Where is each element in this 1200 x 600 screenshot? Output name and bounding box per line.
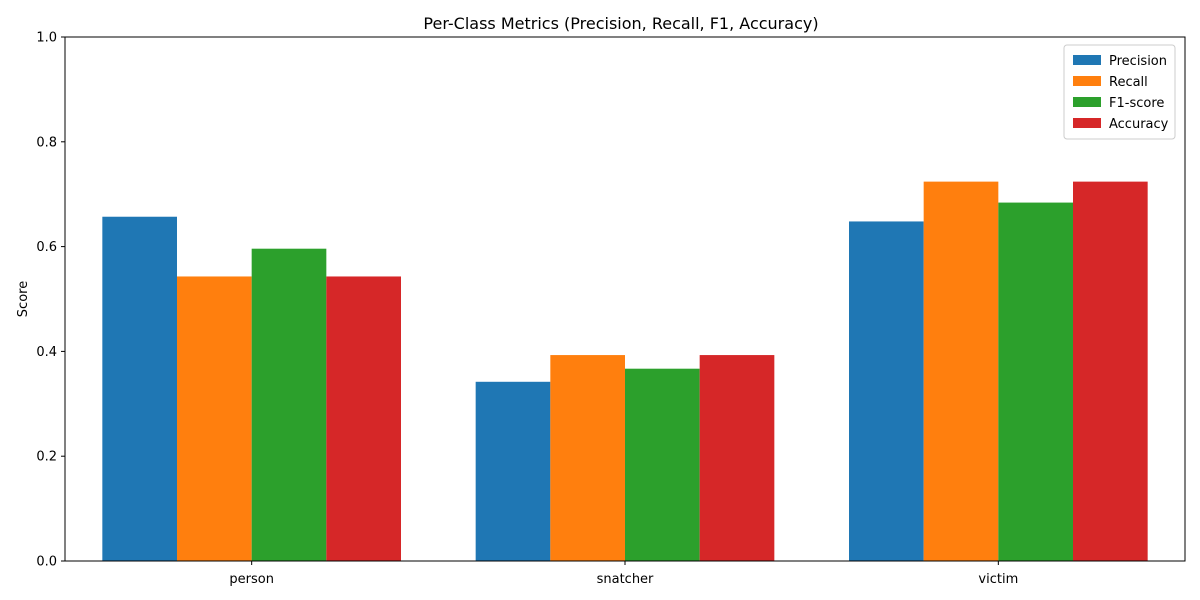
legend-swatch-recall (1073, 76, 1101, 86)
y-tick-label: 0.8 (36, 135, 57, 150)
y-tick-label: 1.0 (36, 31, 57, 46)
y-tick-label: 0.0 (36, 555, 57, 570)
plot-frame (64, 36, 1186, 562)
y-tick-label: 0.2 (36, 450, 57, 465)
bar-recall-person (177, 276, 252, 561)
y-axis-label: Score (16, 281, 31, 317)
bar-accuracy-snatcher (699, 355, 775, 561)
x-tick-label-snatcher: snatcher (597, 572, 654, 587)
legend-label-recall: Recall (1109, 75, 1148, 90)
bar-accuracy-victim (1073, 181, 1148, 561)
legend-swatch-f1-score (1073, 97, 1101, 107)
y-tick-label: 0.4 (36, 345, 57, 360)
bar-precision-snatcher (475, 381, 551, 561)
legend-swatch-precision (1073, 55, 1101, 65)
bar-f1-score-snatcher (625, 368, 700, 561)
y-tick-label: 0.6 (36, 240, 57, 255)
bar-recall-victim (923, 181, 999, 561)
bar-accuracy-person (326, 276, 401, 561)
y-axis: 0.0 0.2 0.4 0.6 0.8 1.0 (36, 31, 65, 570)
legend-swatch-accuracy (1073, 118, 1101, 128)
x-tick-label-person: person (229, 572, 274, 587)
legend: Precision Recall F1-score Accuracy (1063, 44, 1176, 140)
legend-label-accuracy: Accuracy (1109, 117, 1169, 132)
x-tick-label-victim: victim (978, 572, 1018, 587)
bar-precision-victim (849, 221, 924, 561)
bar-f1-score-person (251, 248, 327, 562)
legend-box (1063, 44, 1176, 140)
legend-label-precision: Precision (1109, 54, 1167, 69)
x-axis: person snatcher victim (229, 561, 1018, 587)
chart-title: Per-Class Metrics (Precision, Recall, F1… (423, 14, 818, 33)
bars-group (102, 181, 1148, 562)
bar-precision-person (102, 216, 177, 561)
legend-label-f1-score: F1-score (1109, 96, 1164, 111)
bar-f1-score-victim (998, 202, 1073, 562)
bar-recall-snatcher (550, 355, 625, 561)
